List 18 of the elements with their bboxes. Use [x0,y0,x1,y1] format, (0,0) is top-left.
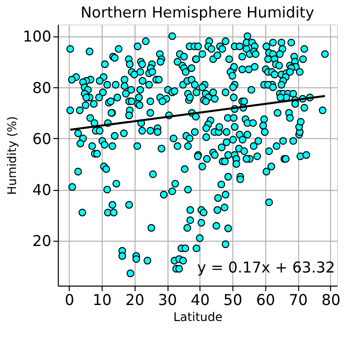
x-tick-label: 20 [125,291,144,310]
x-tick-label: 10 [92,291,112,310]
x-tick-label: 60 [256,291,276,310]
y-tick-label: 40 [32,181,52,200]
x-tick-label: 80 [321,291,340,310]
x-tick-label: 0 [64,291,74,310]
y-axis-title: Humidity (%) [4,116,19,195]
x-tick-label: 50 [223,291,242,310]
x-tick-label: 40 [190,291,210,310]
x-tick-label: 30 [158,291,178,310]
y-tick-label: 80 [32,78,52,97]
chart-title: Northern Hemisphere Humidity [80,3,314,22]
y-tick-label: 20 [32,232,52,250]
y-tick-label: 60 [32,130,52,148]
x-axis-title: Latitude [173,310,223,324]
annotation: y = 0.17x + 63.32 [197,258,336,277]
y-tick-label: 100 [22,28,52,46]
x-tick-label: 70 [288,291,308,310]
